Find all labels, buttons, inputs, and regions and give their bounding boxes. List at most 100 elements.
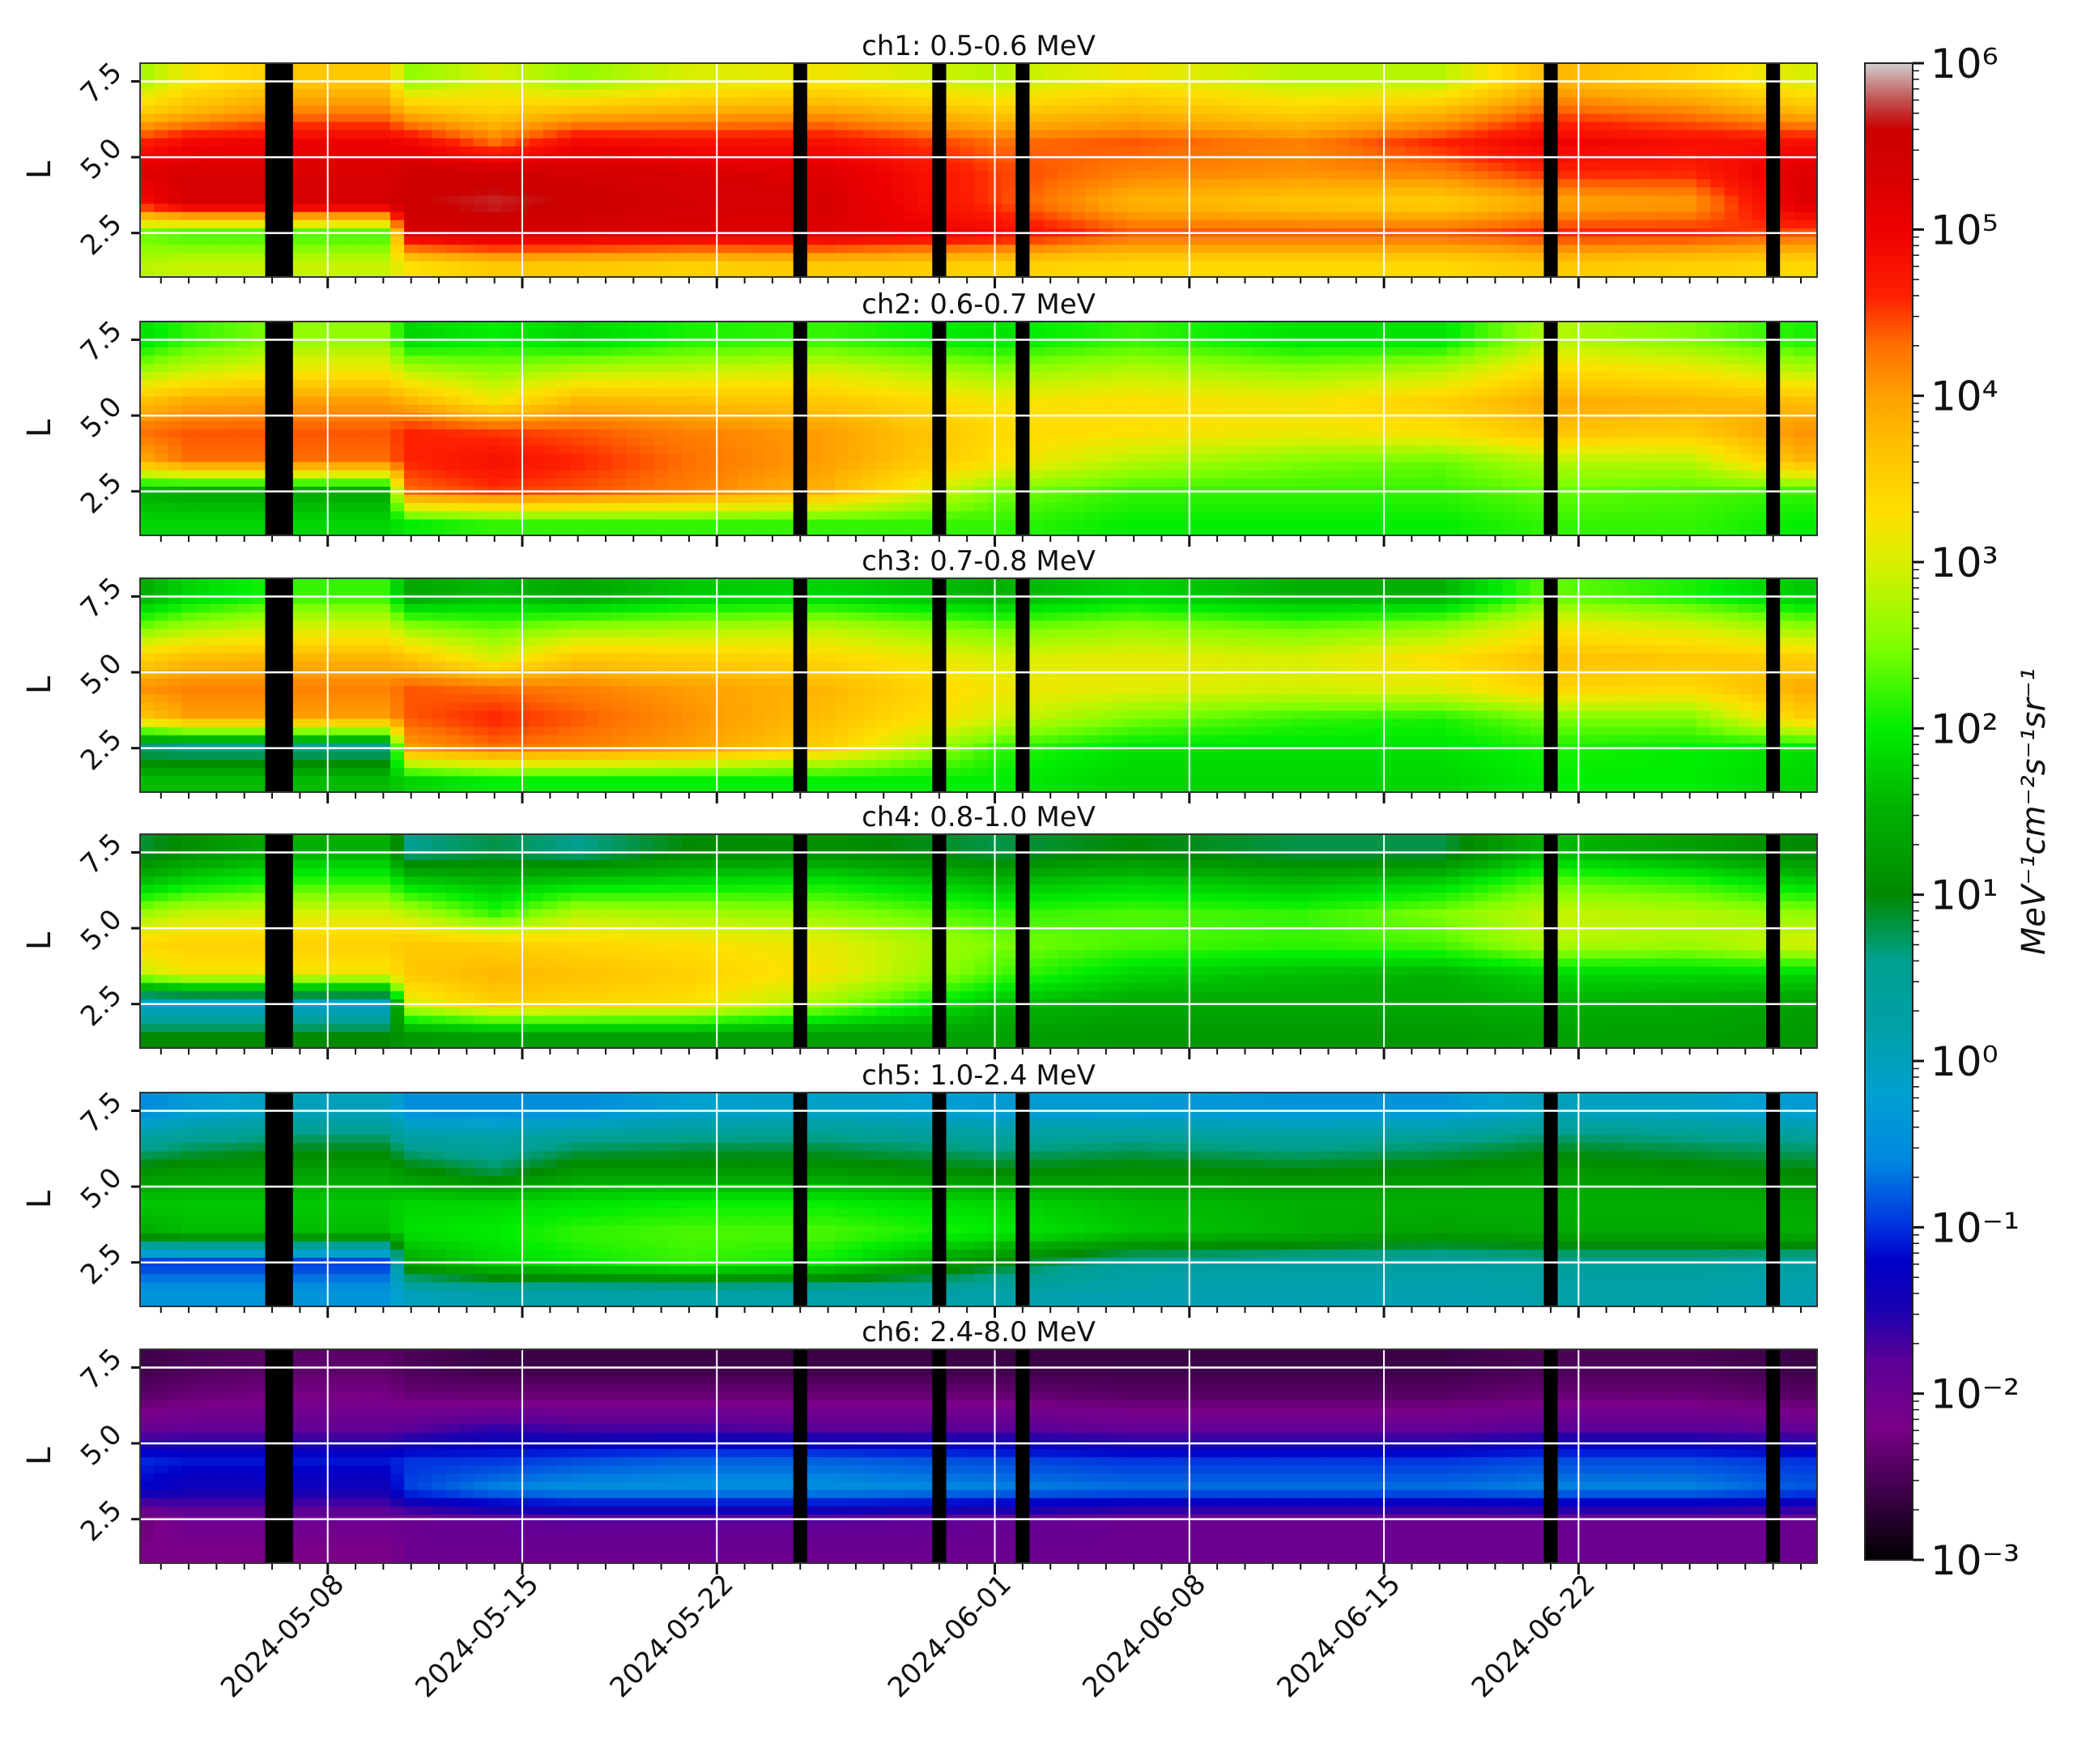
heatmap-cell [1363, 170, 1378, 180]
heatmap-cell [905, 154, 919, 163]
heatmap-cell [598, 462, 614, 471]
heatmap-cell [835, 170, 849, 180]
heatmap-cell [598, 347, 614, 356]
heatmap-cell [1794, 96, 1809, 106]
heatmap-cell [529, 194, 544, 204]
heatmap-cell [1627, 268, 1642, 278]
heatmap-cell [890, 388, 905, 397]
heatmap-cell [696, 428, 711, 438]
heatmap-cell [1654, 252, 1670, 262]
heatmap-cell [1099, 170, 1113, 180]
heatmap-cell [612, 138, 628, 147]
heatmap-cell [265, 322, 280, 331]
heatmap-cell [876, 96, 892, 106]
heatmap-cell [571, 236, 585, 245]
heatmap-cell [473, 404, 488, 413]
heatmap-cell [487, 470, 502, 479]
heatmap-cell [1807, 268, 1818, 278]
heatmap-cell [682, 162, 697, 172]
heatmap-cell [348, 178, 364, 188]
heatmap-cell [195, 502, 211, 512]
heatmap-cell [1210, 96, 1225, 106]
heatmap-cell [1738, 186, 1753, 196]
heatmap-cell [376, 478, 391, 487]
heatmap-cell [1252, 203, 1266, 212]
heatmap-cell [432, 510, 447, 520]
heatmap-cell [1627, 194, 1642, 204]
heatmap-cell [334, 88, 350, 98]
heatmap-cell [696, 470, 711, 479]
heatmap-cell [654, 478, 669, 487]
heatmap-cell [1586, 260, 1600, 270]
heatmap-cell [1015, 72, 1031, 81]
heatmap-cell [140, 428, 155, 438]
heatmap-cell [1599, 178, 1614, 188]
heatmap-cell [1071, 194, 1086, 204]
heatmap-cell [626, 219, 641, 228]
heatmap-cell [1696, 138, 1712, 147]
heatmap-cell [1724, 113, 1739, 122]
heatmap-cell [973, 219, 989, 228]
heatmap-cell [598, 211, 614, 220]
heatmap-cell [1252, 186, 1266, 196]
heatmap-cell [1432, 162, 1447, 172]
heatmap-cell [556, 470, 572, 479]
heatmap-cell [279, 510, 294, 520]
heatmap-cell [890, 130, 905, 138]
heatmap-cell [195, 186, 211, 196]
heatmap-cell [876, 428, 892, 438]
heatmap-cell [1335, 244, 1350, 254]
heatmap-cell [793, 170, 808, 180]
heatmap-cell [1210, 219, 1225, 228]
heatmap-cell [876, 104, 892, 114]
heatmap-cell [668, 445, 683, 454]
heatmap-cell [307, 355, 321, 364]
heatmap-cell [362, 113, 377, 122]
heatmap-cell [807, 437, 822, 446]
heatmap-cell [626, 510, 641, 520]
heatmap-cell [556, 203, 572, 212]
heatmap-cell [738, 121, 752, 130]
heatmap-cell [918, 186, 933, 196]
heatmap-cell [501, 219, 516, 228]
heatmap-cell [1113, 146, 1128, 155]
heatmap-cell [487, 211, 502, 220]
heatmap-cell [1210, 138, 1225, 147]
heatmap-cell [1196, 194, 1211, 204]
heatmap-cell [585, 260, 599, 270]
heatmap-cell [876, 371, 892, 381]
heatmap-cell [459, 104, 475, 114]
heatmap-cell [362, 146, 377, 155]
heatmap-cell [1210, 113, 1225, 122]
heatmap-cell [1432, 138, 1447, 147]
heatmap-cell [876, 194, 892, 204]
heatmap-cell [807, 494, 822, 504]
heatmap-cell [543, 404, 558, 413]
heatmap-cell [682, 211, 697, 220]
heatmap-cell [751, 404, 766, 413]
heatmap-cell [1807, 146, 1818, 155]
heatmap-cell [1140, 72, 1156, 81]
heatmap-cell [738, 170, 752, 180]
heatmap-cell [849, 322, 864, 331]
heatmap-cell [765, 428, 781, 438]
heatmap-cell [251, 80, 266, 89]
heatmap-cell [946, 518, 961, 528]
heatmap-cell [459, 510, 475, 520]
heatmap-cell [1599, 121, 1614, 130]
heatmap-cell [195, 388, 211, 397]
heatmap-cell [612, 453, 628, 462]
heatmap-cell [835, 428, 849, 438]
heatmap-cell [835, 404, 849, 413]
heatmap-cell [668, 396, 683, 405]
heatmap-cell [890, 445, 905, 454]
heatmap-cell [1404, 88, 1420, 98]
heatmap-cell [1237, 146, 1253, 155]
heatmap-cell [738, 72, 752, 81]
heatmap-cell [585, 363, 599, 373]
heatmap-cell [932, 396, 947, 405]
heatmap-cell [751, 470, 766, 479]
heatmap-cell [905, 260, 919, 270]
heatmap-cell [682, 268, 697, 278]
heatmap-cell [1752, 194, 1767, 204]
